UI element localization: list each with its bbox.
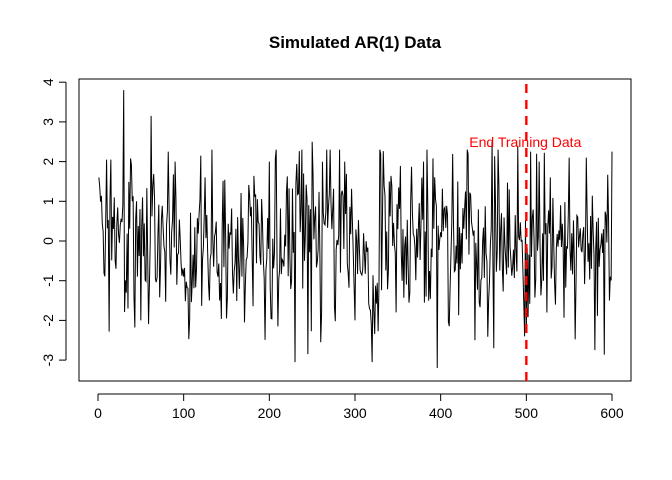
x-tick-label: 100 xyxy=(172,405,196,421)
x-tick-label: 200 xyxy=(258,405,282,421)
x-tick-label: 0 xyxy=(94,405,102,421)
y-tick-label: 4 xyxy=(40,78,56,86)
y-tick-label: 3 xyxy=(40,118,56,126)
series-line xyxy=(98,90,613,369)
plot-frame xyxy=(78,78,632,382)
x-tick-label: 600 xyxy=(600,405,624,421)
x-tick-label: 400 xyxy=(429,405,453,421)
y-axis: -3 -2 -1 0 1 2 3 4 xyxy=(40,78,67,367)
x-tick-label: 500 xyxy=(515,405,539,421)
x-axis: 0 100 200 300 400 500 600 xyxy=(94,393,624,421)
chart-title: Simulated AR(1) Data xyxy=(269,33,442,52)
y-tick-label: 1 xyxy=(40,197,56,205)
y-tick-label: 0 xyxy=(40,237,56,245)
y-tick-label: 2 xyxy=(40,157,56,165)
y-tick-label: -1 xyxy=(40,274,56,287)
y-tick-label: -3 xyxy=(40,354,56,367)
end-training-label: End Training Data xyxy=(469,134,581,150)
y-tick-label: -2 xyxy=(40,314,56,327)
x-tick-label: 300 xyxy=(343,405,367,421)
